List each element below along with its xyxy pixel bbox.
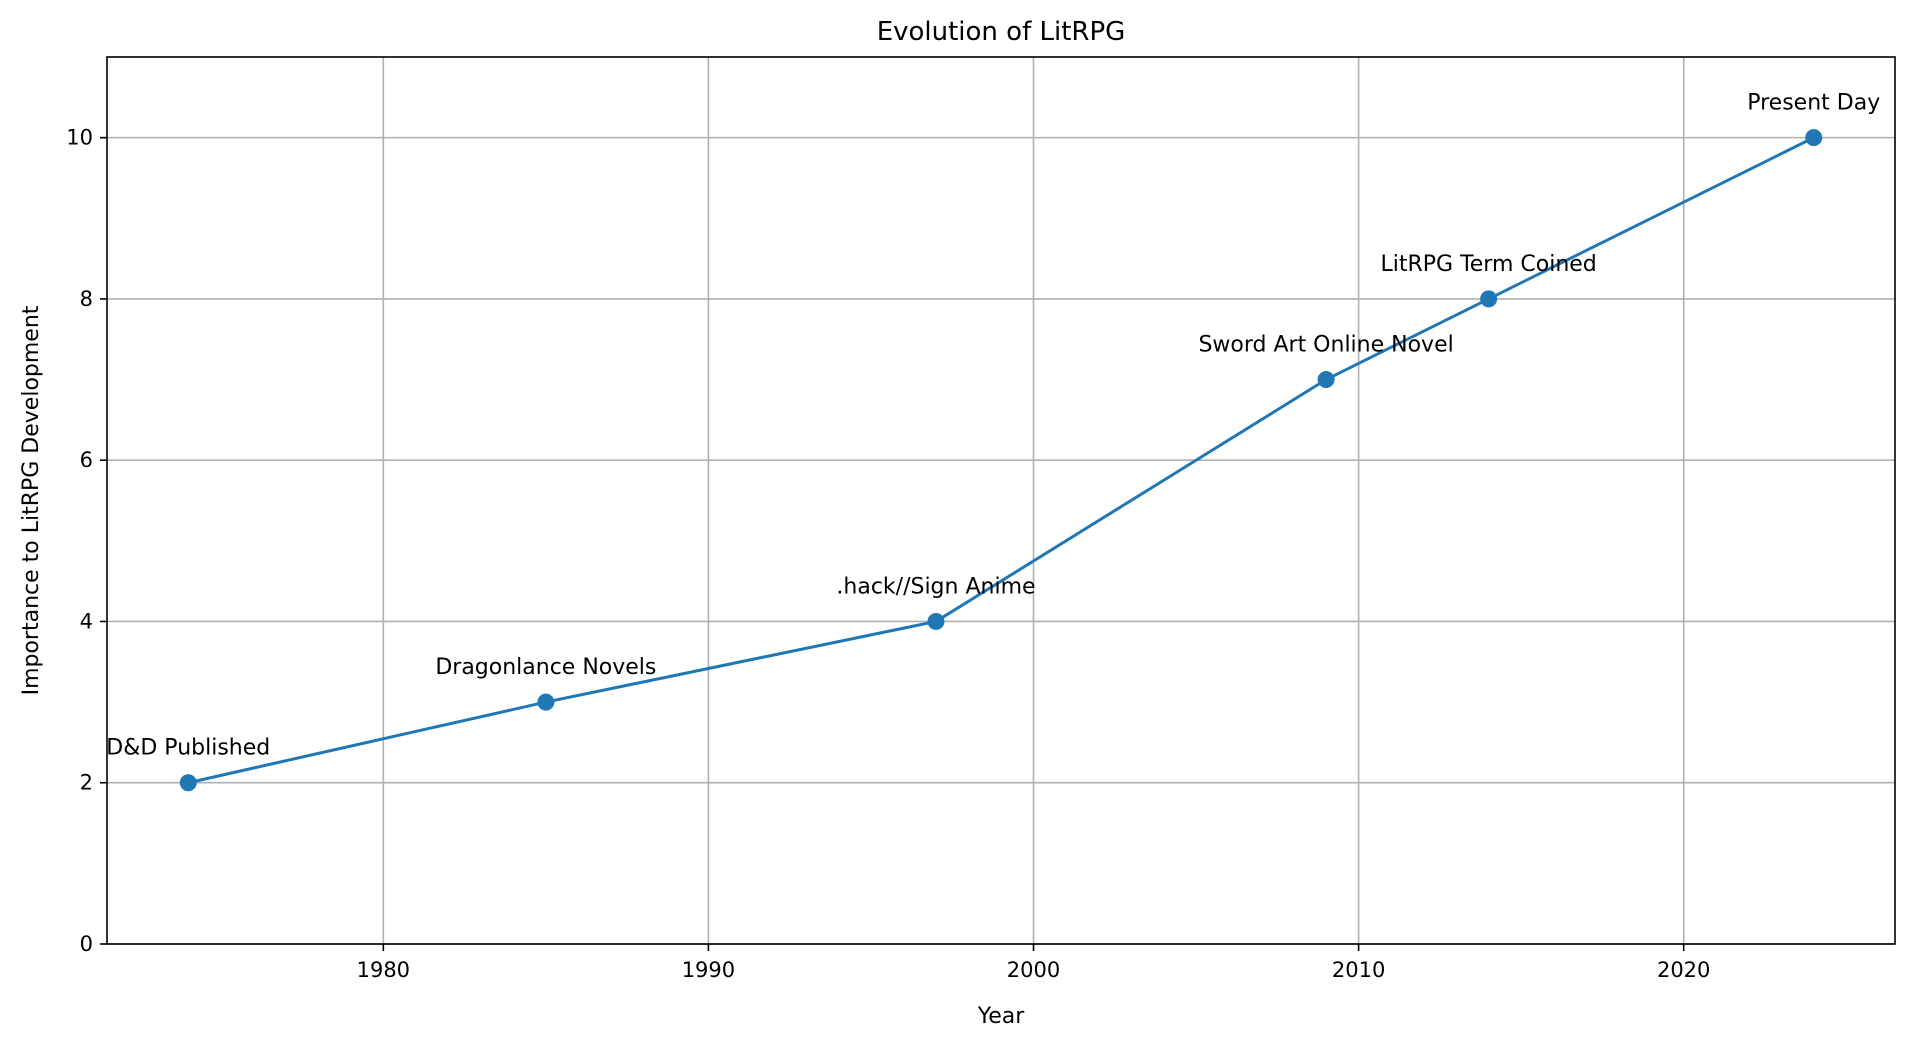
data-point (179, 774, 197, 792)
data-point (537, 693, 555, 711)
plot-frame (106, 56, 1896, 945)
data-point (1317, 371, 1335, 389)
annotation-label: Sword Art Online Novel (1198, 333, 1453, 358)
data-point (1805, 129, 1823, 147)
data-point (1480, 290, 1498, 308)
data-point (927, 612, 945, 630)
y-tick-label: 10 (66, 126, 93, 150)
axis-ticks: 1980 1990 2000 2010 2020 0 2 4 6 8 10 (66, 126, 1710, 982)
y-tick-label: 0 (80, 932, 93, 956)
y-tick-label: 2 (80, 771, 93, 795)
x-tick-label: 2000 (1007, 958, 1060, 982)
annotation-label: LitRPG Term Coined (1380, 252, 1596, 277)
chart-title: Evolution of LitRPG (877, 17, 1126, 47)
annotation-label: .hack//Sign Anime (836, 574, 1035, 599)
x-tick-label: 2020 (1657, 958, 1710, 982)
grid-lines (107, 57, 1895, 945)
annotation-label: Dragonlance Novels (435, 655, 656, 680)
y-tick-label: 8 (80, 287, 93, 311)
annotation-layer: D&D Published Dragonlance Novels .hack//Si… (106, 91, 1880, 761)
annotation-label: Present Day (1747, 91, 1880, 116)
x-tick-label: 1980 (357, 958, 410, 982)
y-tick-label: 6 (80, 448, 93, 472)
y-axis-title: Importance to LitRPG Development (19, 305, 44, 695)
y-tick-label: 4 (80, 609, 93, 633)
x-tick-label: 1990 (682, 958, 735, 982)
series-layer (179, 129, 1823, 792)
annotation-label: D&D Published (106, 736, 270, 761)
series-line (187, 136, 1815, 785)
x-tick-label: 2010 (1332, 958, 1385, 982)
x-axis-title: Year (977, 1004, 1026, 1029)
